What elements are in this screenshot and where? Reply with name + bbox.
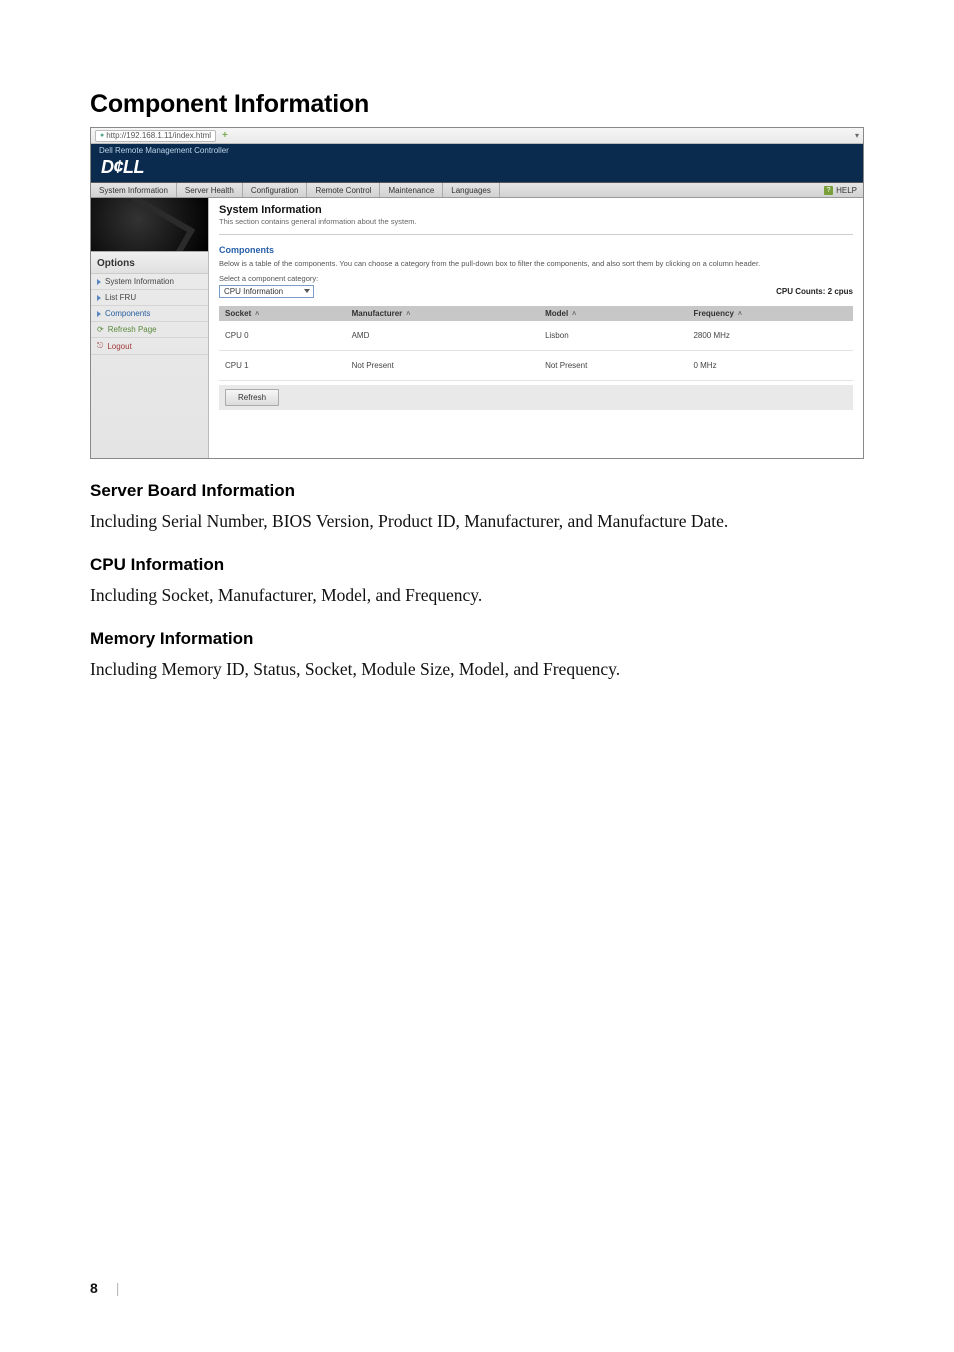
sidebar-refresh-page[interactable]: ⟳ Refresh Page [91, 322, 208, 338]
refresh-row: Refresh [219, 385, 853, 410]
dell-logo: D¢LL [99, 155, 855, 182]
sidebar-item-components[interactable]: Components [91, 306, 208, 322]
cell-frequency: 0 MHz [687, 351, 853, 381]
url-text: http://192.168.1.11/index.html [106, 130, 211, 142]
category-select[interactable]: CPU Information [219, 285, 314, 298]
chevron-right-icon [97, 295, 101, 301]
section-body-memory: Including Memory ID, Status, Socket, Mod… [90, 657, 864, 681]
section-title-server-board: Server Board Information [90, 481, 864, 501]
sort-icon: ˄ [570, 311, 576, 318]
cpu-counts-label: CPU Counts: 2 cpus [776, 287, 853, 296]
col-model[interactable]: Model ˄ [539, 306, 687, 321]
new-tab-icon[interactable]: + [222, 130, 228, 141]
components-table: Socket ˄ Manufacturer ˄ Model ˄ Frequenc… [219, 306, 853, 381]
tab-languages[interactable]: Languages [443, 183, 500, 197]
section-title-memory: Memory Information [90, 629, 864, 649]
sidebar-item-system-information[interactable]: System Information [91, 274, 208, 290]
url-field[interactable]: ● http://192.168.1.11/index.html [95, 130, 216, 142]
page-footer: 8 | [90, 1280, 119, 1296]
col-manufacturer[interactable]: Manufacturer ˄ [346, 306, 539, 321]
components-description: Below is a table of the components. You … [219, 259, 853, 268]
sidebar: Options System Information List FRU Comp… [91, 198, 209, 458]
nav-tabs: System Information Server Health Configu… [91, 182, 863, 198]
tab-remote-control[interactable]: Remote Control [307, 183, 380, 197]
tab-maintenance[interactable]: Maintenance [380, 183, 443, 197]
help-icon: ? [824, 186, 833, 195]
section-title-cpu: CPU Information [90, 555, 864, 575]
col-socket[interactable]: Socket ˄ [219, 306, 346, 321]
app-body: Options System Information List FRU Comp… [91, 198, 863, 458]
table-row: CPU 0 AMD Lisbon 2800 MHz [219, 321, 853, 351]
sidebar-item-list-fru[interactable]: List FRU [91, 290, 208, 306]
cell-frequency: 2800 MHz [687, 321, 853, 351]
app-header: Dell Remote Management Controller D¢LL [91, 144, 863, 182]
refresh-icon: ⟳ [97, 325, 104, 334]
sidebar-item-label: Components [105, 309, 150, 318]
help-link[interactable]: ? HELP [818, 186, 863, 195]
refresh-button[interactable]: Refresh [225, 389, 279, 406]
table-header-row: Socket ˄ Manufacturer ˄ Model ˄ Frequenc… [219, 306, 853, 321]
cell-socket: CPU 0 [219, 321, 346, 351]
select-row: CPU Information CPU Counts: 2 cpus [219, 285, 853, 298]
sidebar-item-label: List FRU [105, 293, 136, 302]
cell-socket: CPU 1 [219, 351, 346, 381]
sidebar-logout[interactable]: ⎋ Logout [91, 338, 208, 355]
cell-model: Not Present [539, 351, 687, 381]
system-thumbnail [91, 198, 208, 252]
content-heading: System Information [219, 204, 853, 216]
globe-icon: ● [100, 130, 104, 142]
tab-system-information[interactable]: System Information [91, 183, 177, 197]
sort-icon: ˄ [253, 311, 259, 318]
sidebar-item-label: System Information [105, 277, 174, 286]
content-subheading: This section contains general informatio… [219, 217, 853, 235]
sidebar-item-label: Logout [107, 342, 131, 351]
sidebar-options-header: Options [91, 252, 208, 274]
cell-model: Lisbon [539, 321, 687, 351]
chevron-right-icon [97, 279, 101, 285]
table-row: CPU 1 Not Present Not Present 0 MHz [219, 351, 853, 381]
tab-server-health[interactable]: Server Health [177, 183, 243, 197]
components-link[interactable]: Components [219, 245, 853, 255]
footer-separator: | [116, 1280, 120, 1296]
page-number: 8 [90, 1280, 98, 1296]
browser-bar: ● http://192.168.1.11/index.html + ▾ [91, 128, 863, 144]
sort-icon: ˄ [404, 311, 410, 318]
col-frequency[interactable]: Frequency ˄ [687, 306, 853, 321]
content-area: System Information This section contains… [209, 198, 863, 458]
chevron-right-icon [97, 311, 101, 317]
help-label: HELP [836, 186, 857, 195]
sidebar-item-label: Refresh Page [108, 325, 157, 334]
category-select-label: Select a component category: [219, 274, 853, 283]
screenshot-container: ● http://192.168.1.11/index.html + ▾ Del… [90, 127, 864, 459]
controller-title: Dell Remote Management Controller [99, 146, 855, 155]
section-body-server-board: Including Serial Number, BIOS Version, P… [90, 509, 864, 533]
cell-manufacturer: Not Present [346, 351, 539, 381]
tab-configuration[interactable]: Configuration [243, 183, 308, 197]
logout-icon: ⎋ [97, 341, 103, 351]
cell-manufacturer: AMD [346, 321, 539, 351]
tab-overflow-icon[interactable]: ▾ [855, 131, 859, 140]
section-body-cpu: Including Socket, Manufacturer, Model, a… [90, 583, 864, 607]
page-title: Component Information [90, 90, 864, 119]
sort-icon: ˄ [736, 311, 742, 318]
